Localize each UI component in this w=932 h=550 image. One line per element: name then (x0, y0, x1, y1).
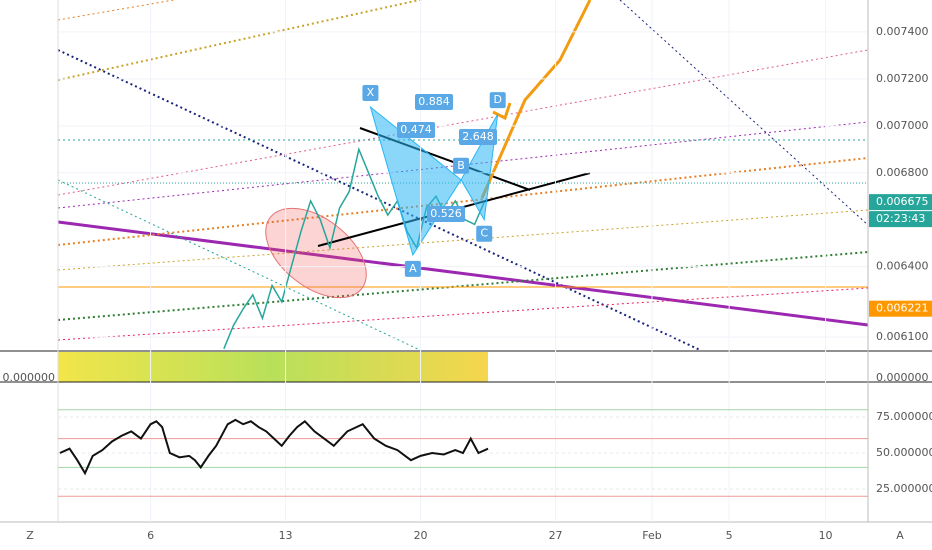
pattern-ratio: 0.884 (418, 95, 450, 108)
y-tick-label: 0.007000 (876, 119, 929, 132)
projection-arrow (480, 0, 592, 199)
price-badge (869, 300, 932, 317)
pattern-point: B (457, 159, 465, 172)
rsi-line (59, 418, 489, 476)
x-tick-label: 5 (726, 529, 733, 542)
pattern-point: A (409, 262, 417, 275)
volume-label: 0.000000 (876, 371, 929, 384)
price-badge-label: 0.006221 (876, 302, 929, 315)
x-tick-label: 20 (414, 529, 428, 542)
pattern-ratio-box (459, 129, 497, 145)
x-tick-label: Feb (642, 529, 661, 542)
fib-line (58, 49, 868, 196)
ellipse (265, 207, 367, 299)
pattern-point-box (489, 92, 506, 109)
fib-line (58, 121, 868, 209)
pattern-point-box (476, 225, 493, 242)
trendline (619, 0, 868, 226)
fib-line (58, 157, 868, 246)
x-tick-label: 10 (819, 529, 833, 542)
rsi-pane (58, 409, 868, 497)
rsi-tick-label: 50.000000 (876, 446, 932, 459)
y-tick-label: 0.007400 (876, 25, 929, 38)
trendline (58, 220, 868, 327)
rsi-tick-label: 75.000000 (876, 410, 932, 423)
fib-line (58, 179, 421, 350)
arrow-head (492, 102, 512, 121)
x-tick-label: 27 (549, 529, 563, 542)
volume-label: 0.000000 (3, 371, 56, 384)
pattern-ratio-box (397, 122, 435, 138)
pattern-point-box (453, 157, 470, 174)
footer-button[interactable]: Z (26, 529, 34, 542)
price-badge-label: 0.006675 (876, 195, 929, 208)
volume-band (58, 352, 488, 382)
pattern-point: C (480, 227, 488, 240)
pattern-ratio: 2.648 (462, 130, 494, 143)
fib-line (58, 209, 868, 271)
x-tick-label: 6 (147, 529, 154, 542)
y-tick-label: 0.006800 (876, 166, 929, 179)
pattern-point-box (362, 85, 379, 102)
pattern-ratio-box (415, 94, 453, 110)
price-badge (869, 194, 932, 211)
pattern-ratio: 0.474 (400, 123, 432, 136)
trendline (58, 49, 701, 350)
footer-button[interactable]: A (896, 529, 904, 542)
y-tick-label: 0.006400 (876, 260, 929, 273)
fib-line (58, 287, 868, 341)
x-tick-label: 13 (279, 529, 293, 542)
pattern-ratio: 0.526 (430, 207, 462, 220)
pattern-ratio-box (427, 206, 465, 222)
main-pane (58, 0, 868, 350)
y-tick-label: 0.006100 (876, 330, 929, 343)
fib-line (58, 251, 868, 321)
rsi-tick-label: 25.000000 (876, 482, 932, 495)
pattern-point-box (404, 260, 421, 277)
countdown-badge (869, 211, 932, 228)
countdown: 02:23:43 (876, 212, 925, 225)
pattern-point: X (367, 86, 375, 99)
pattern-point: D (493, 93, 501, 106)
y-tick-label: 0.007200 (876, 72, 929, 85)
